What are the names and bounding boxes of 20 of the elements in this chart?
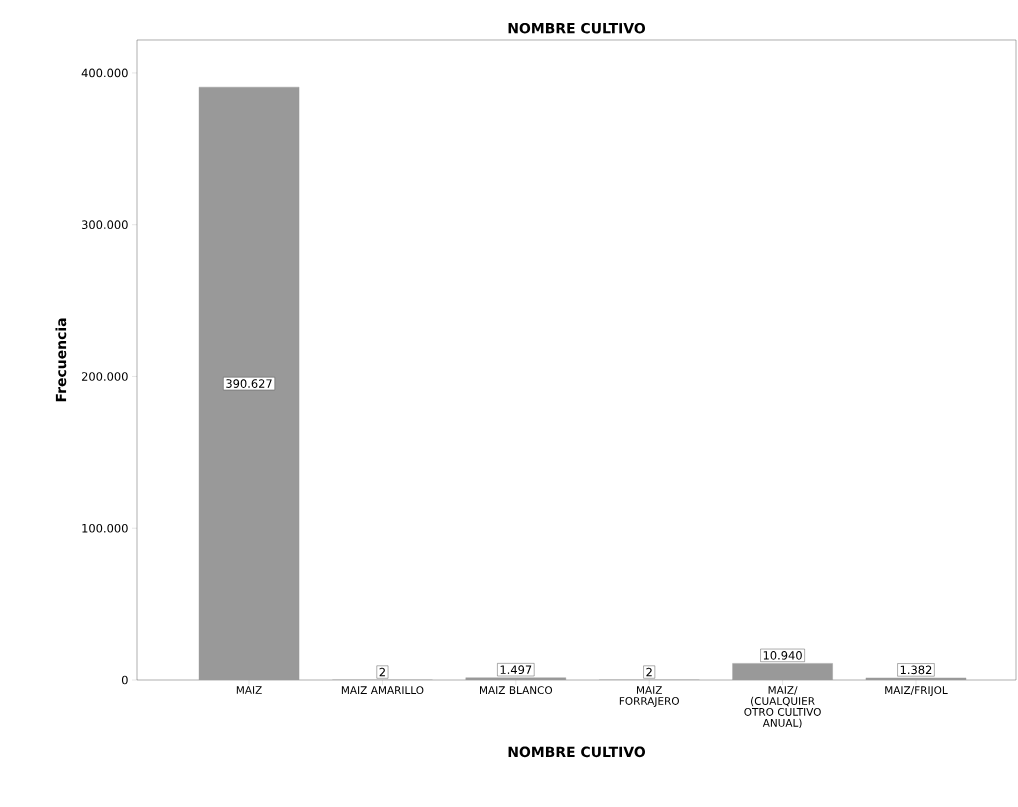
x-tick-label: MAIZ	[236, 686, 262, 694]
chart-title: NOMBRE CULTIVO	[508, 22, 646, 34]
data-label: 10.940	[763, 651, 802, 660]
y-tick-label: 0	[121, 675, 128, 685]
x-tick-label: MAIZ/ (CUALQUIER OTRO CULTIVO ANUAL)	[744, 686, 821, 729]
data-label: 390.627	[226, 379, 272, 388]
x-tick-label: MAIZ/FRIJOL	[885, 686, 948, 697]
data-label: 1.382	[900, 665, 932, 675]
y-axis-title: Frecuencia	[55, 318, 67, 402]
data-label: 1.497	[500, 665, 532, 675]
y-tick-label: 200.000	[81, 372, 128, 381]
y-tick-label: 400.000	[81, 68, 128, 78]
y-tick-label: 100.000	[82, 523, 128, 533]
data-label: 2	[646, 667, 652, 677]
y-tick-label: 300.000	[81, 220, 128, 230]
x-tick-label: MAIZ BLANCO	[480, 686, 553, 695]
x-axis-title: NOMBRE CULTIVO	[508, 746, 646, 758]
data-label: 2	[379, 667, 385, 677]
x-tick-label: MAIZ AMARILLO	[341, 686, 424, 695]
x-tick-label: MAIZ FORRAJERO	[619, 686, 679, 707]
